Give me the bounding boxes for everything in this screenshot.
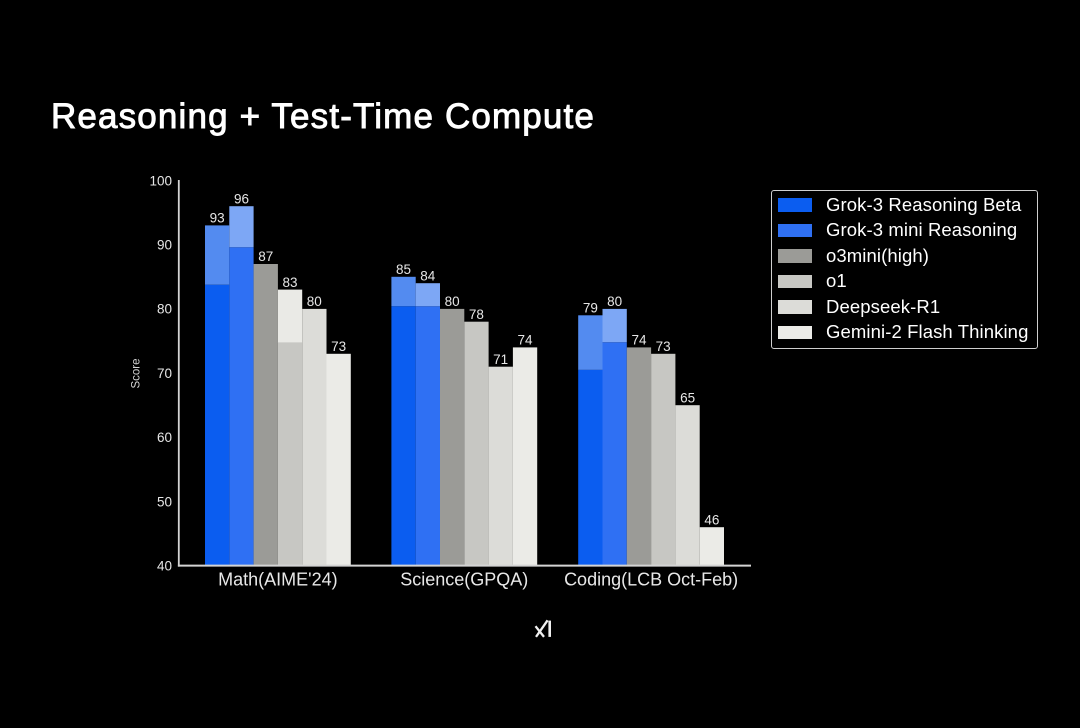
svg-text:93: 93: [210, 211, 225, 226]
svg-text:78: 78: [469, 307, 484, 322]
svg-text:80: 80: [607, 294, 622, 309]
svg-text:90: 90: [157, 238, 172, 253]
svg-text:65: 65: [680, 390, 695, 405]
svg-text:85: 85: [396, 262, 411, 277]
svg-text:73: 73: [656, 339, 671, 354]
svg-text:73: 73: [331, 339, 346, 354]
svg-text:74: 74: [631, 333, 647, 348]
svg-text:100: 100: [149, 173, 172, 188]
svg-text:50: 50: [157, 494, 172, 509]
svg-text:80: 80: [307, 294, 322, 309]
svg-text:74: 74: [517, 333, 533, 348]
svg-text:Math(AIME'24): Math(AIME'24): [218, 570, 337, 590]
svg-text:70: 70: [157, 366, 172, 381]
svg-text:Score: Score: [131, 358, 143, 388]
svg-text:87: 87: [258, 249, 273, 264]
svg-text:40: 40: [157, 559, 172, 574]
svg-text:80: 80: [445, 294, 460, 309]
svg-text:46: 46: [704, 512, 719, 527]
svg-text:83: 83: [282, 275, 297, 290]
svg-text:Science(GPQA): Science(GPQA): [400, 570, 528, 590]
svg-text:96: 96: [234, 191, 249, 206]
svg-text:60: 60: [157, 430, 172, 445]
svg-text:84: 84: [420, 268, 436, 283]
svg-text:79: 79: [583, 301, 598, 316]
svg-text:71: 71: [493, 352, 508, 367]
svg-text:80: 80: [157, 302, 172, 317]
svg-text:Coding(LCB Oct-Feb): Coding(LCB Oct-Feb): [564, 570, 738, 590]
